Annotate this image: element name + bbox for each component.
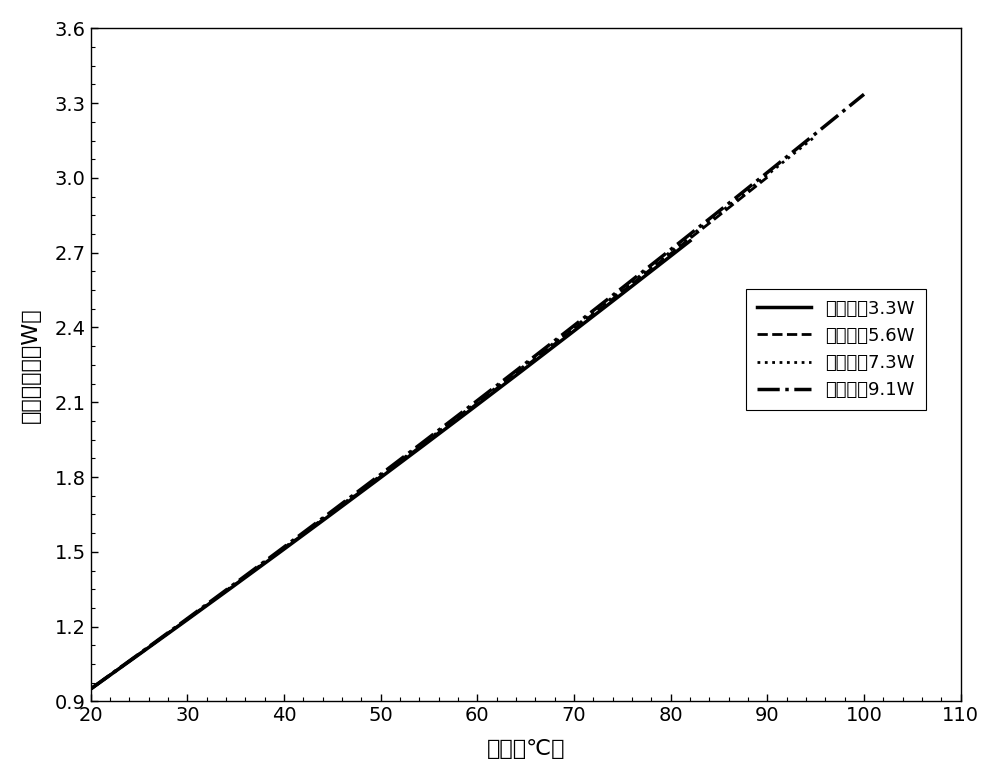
Line: 加热功獷5.6W: 加热功獷5.6W — [91, 177, 767, 689]
加热功獷3.3W — [239, 573, 251, 583]
加热功獷3.3W — [485, 390, 497, 399]
加热功獷9.1W — [435, 424, 447, 434]
加热功獷9.1W — [667, 243, 679, 253]
加热功獷5.6W — [483, 389, 495, 399]
加热功獷3.3W — [438, 425, 450, 434]
Y-axis label: 热损失功率（W）: 热损失功率（W） — [21, 307, 41, 423]
Legend: 加热功獷3.3W, 加热功獷5.6W, 加热功獷7.3W, 加热功獷9.1W: 加热功獷3.3W, 加热功獷5.6W, 加热功獷7.3W, 加热功獷9.1W — [746, 289, 926, 410]
加热功獷7.3W — [413, 442, 425, 452]
加热功獷7.3W — [569, 322, 581, 332]
加热功獷7.3W — [85, 684, 97, 693]
加热功獷7.3W — [631, 274, 643, 283]
加热功獷7.3W — [810, 131, 822, 140]
加热功獷9.1W — [540, 342, 552, 352]
Line: 加热功獷3.3W: 加热功獷3.3W — [91, 241, 690, 689]
Line: 加热功獷9.1W: 加热功獷9.1W — [91, 94, 864, 689]
加热功獷5.6W — [85, 684, 97, 693]
加热功獷5.6W — [259, 558, 271, 567]
加热功獷5.6W — [594, 304, 606, 314]
加热功獷3.3W — [356, 487, 368, 496]
加热功獷7.3W — [512, 366, 524, 375]
加热功獷3.3W — [536, 351, 548, 360]
加热功獷9.1W — [858, 90, 870, 99]
加热功獷5.6W — [537, 349, 549, 358]
加热功獷3.3W — [684, 236, 696, 246]
加热功獷5.6W — [204, 597, 216, 607]
加热功獷9.1W — [284, 538, 296, 548]
加热功獷9.1W — [222, 584, 234, 594]
加热功獷5.6W — [761, 172, 773, 182]
Line: 加热功獷7.3W: 加热功獷7.3W — [91, 136, 816, 689]
加热功獷9.1W — [601, 295, 613, 304]
加热功獷7.3W — [213, 591, 225, 601]
X-axis label: 温度（℃）: 温度（℃） — [486, 739, 565, 759]
加热功獷9.1W — [85, 684, 97, 693]
加热功獷5.6W — [391, 459, 403, 469]
加热功獷3.3W — [191, 608, 203, 618]
加热功獷7.3W — [271, 548, 283, 558]
加热功獷3.3W — [85, 684, 97, 693]
